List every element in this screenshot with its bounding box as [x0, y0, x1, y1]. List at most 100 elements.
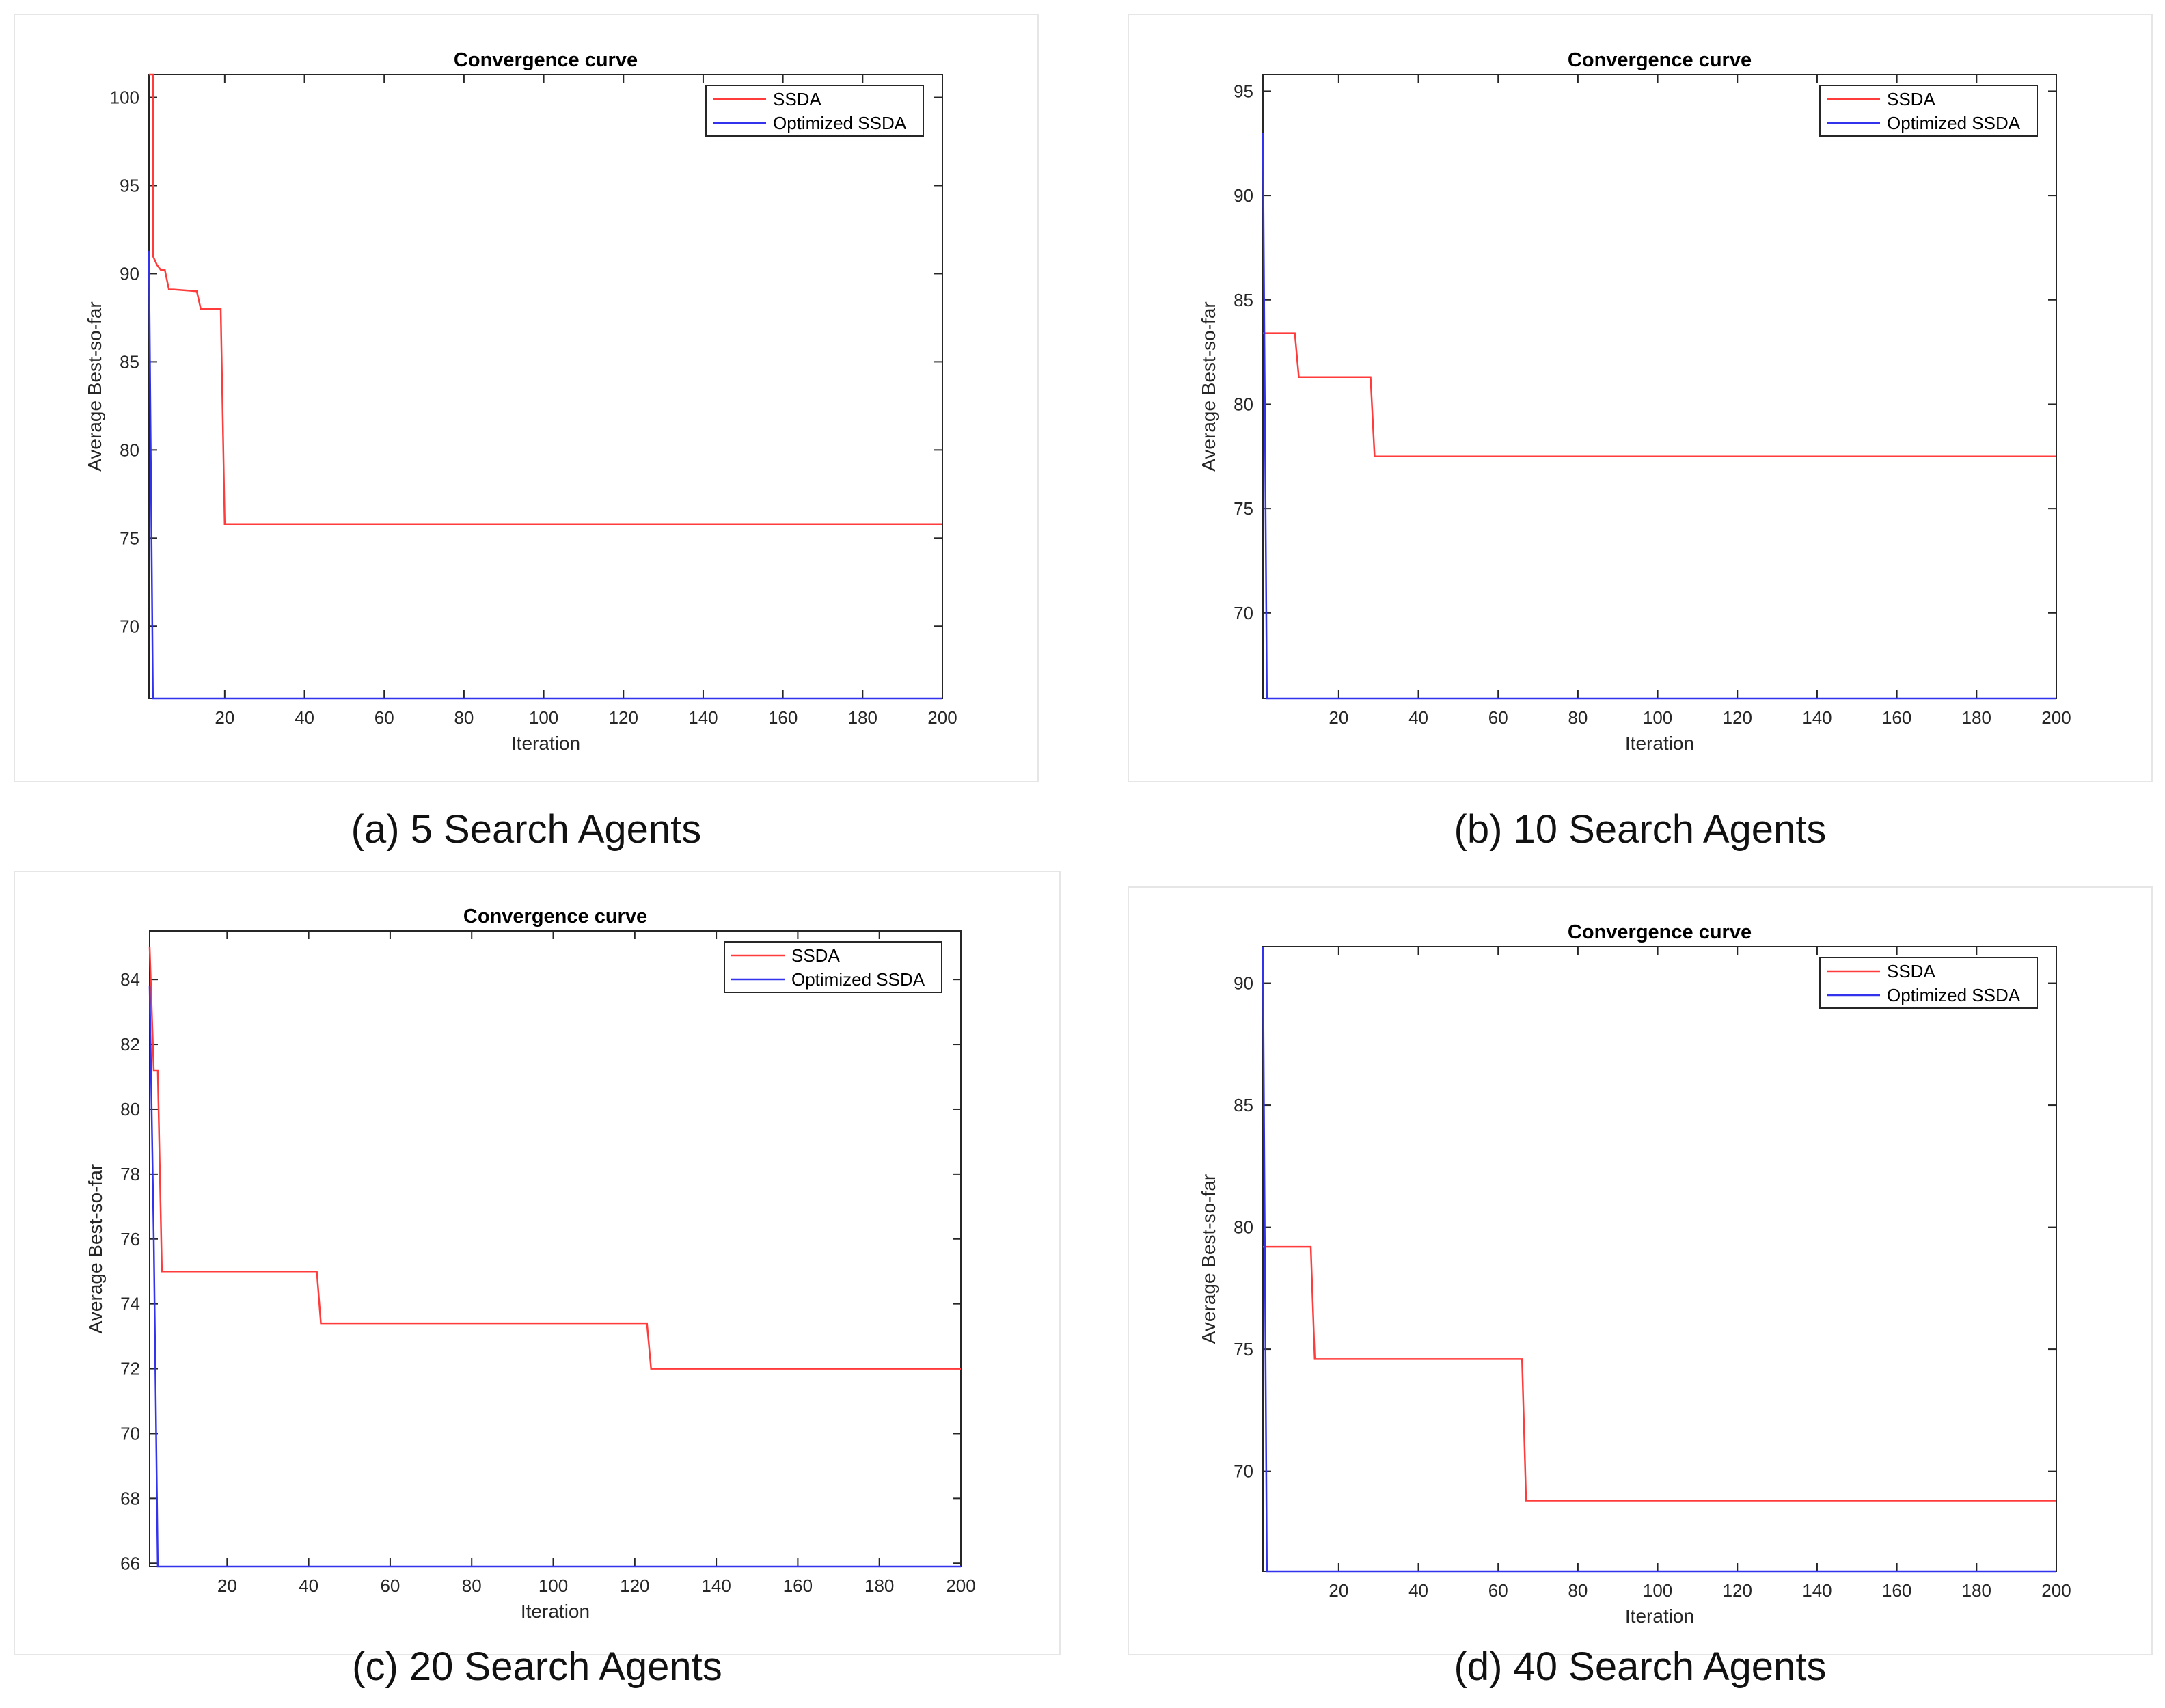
- x-tick-label: 80: [454, 707, 474, 728]
- caption-c: (c) 20 Search Agents: [352, 1644, 722, 1689]
- y-tick-label: 70: [1234, 1461, 1253, 1482]
- chart-title: Convergence curve: [1568, 921, 1752, 943]
- x-tick-label: 120: [1723, 707, 1752, 728]
- x-tick-label: 40: [1408, 707, 1428, 728]
- y-axis-label: Average Best-so-far: [84, 301, 105, 472]
- y-tick-label: 85: [120, 351, 139, 372]
- y-axis-label: Average Best-so-far: [1198, 301, 1219, 472]
- legend-label-optimized-ssda: Optimized SSDA: [1887, 113, 2021, 133]
- y-axis-label: Average Best-so-far: [85, 1164, 106, 1334]
- x-tick-label: 180: [1962, 707, 1991, 728]
- x-tick-label: 60: [1488, 1580, 1508, 1601]
- x-tick-label: 140: [701, 1575, 731, 1596]
- x-tick-label: 160: [1882, 1580, 1911, 1601]
- x-tick-label: 100: [539, 1575, 568, 1596]
- y-tick-label: 80: [1234, 1217, 1253, 1238]
- chart-svg-c: Convergence curve 20 40 60 80 100 120 140 160 180…: [85, 906, 976, 1622]
- x-tick-label: 60: [1488, 707, 1508, 728]
- legend-label-optimized-ssda: Optimized SSDA: [791, 969, 925, 990]
- x-tick-label: 120: [609, 707, 638, 728]
- x-tick-label: 100: [529, 707, 558, 728]
- x-tick-label: 120: [1723, 1580, 1752, 1601]
- y-tick-label: 80: [120, 439, 139, 460]
- x-tick-label: 100: [1643, 707, 1672, 728]
- x-tick-label: 160: [783, 1575, 813, 1596]
- x-tick-label: 20: [1329, 707, 1348, 728]
- series-line-optimized-ssda: [1262, 133, 2056, 700]
- y-tick-label: 76: [120, 1229, 140, 1249]
- x-tick-label: 200: [927, 707, 957, 728]
- x-tick-label: 120: [620, 1575, 649, 1596]
- x-tick-label: 20: [215, 707, 234, 728]
- plot-area: [149, 930, 962, 1567]
- x-tick-label: 100: [1643, 1580, 1672, 1601]
- x-tick-label: 40: [299, 1575, 318, 1596]
- x-tick-label: 160: [768, 707, 798, 728]
- caption-a: (a) 5 Search Agents: [351, 807, 702, 852]
- series-line-optimized-ssda: [148, 250, 942, 700]
- y-tick-label: 100: [110, 87, 139, 108]
- x-tick-label: 80: [1568, 1580, 1588, 1601]
- y-tick-label: 85: [1234, 290, 1253, 310]
- chart-svg-b: Convergence curve 20 40 60 80 100 120 140 160 180…: [1198, 49, 2071, 754]
- x-tick-label: 180: [864, 1575, 894, 1596]
- legend-label-ssda: SSDA: [773, 89, 821, 109]
- x-tick-label: 20: [217, 1575, 237, 1596]
- x-tick-label: 80: [462, 1575, 482, 1596]
- legend-label-optimized-ssda: Optimized SSDA: [773, 113, 907, 133]
- series-line-ssda: [1263, 1245, 2056, 1502]
- plot-area: [1262, 946, 2057, 1572]
- caption-b: (b) 10 Search Agents: [1454, 807, 1827, 852]
- legend-box: [1819, 85, 2038, 137]
- x-axis-label: Iteration: [1625, 733, 1694, 754]
- y-tick-label: 80: [1234, 394, 1253, 414]
- y-tick-label: 75: [1234, 498, 1253, 519]
- x-tick-label: 60: [380, 1575, 400, 1596]
- y-tick-label: 80: [120, 1099, 140, 1120]
- legend-box: [705, 85, 924, 137]
- x-tick-label: 140: [1802, 707, 1832, 728]
- legend-box: [724, 941, 942, 993]
- y-tick-label: 95: [1234, 81, 1253, 101]
- chart-panel-d: Convergence curve 20 40 60 80 100 120 140 160 180…: [1128, 886, 2153, 1655]
- y-tick-label: 70: [120, 616, 139, 636]
- y-tick-label: 90: [1234, 185, 1253, 206]
- y-tick-label: 70: [1234, 603, 1253, 623]
- y-tick-label: 75: [120, 528, 139, 548]
- y-tick-label: 74: [120, 1294, 140, 1314]
- legend-label-ssda: SSDA: [1887, 961, 1935, 981]
- x-tick-label: 140: [1802, 1580, 1832, 1601]
- chart-title: Convergence curve: [463, 906, 647, 927]
- series-line-ssda: [1263, 332, 2056, 458]
- x-tick-label: 200: [946, 1575, 975, 1596]
- y-tick-label: 78: [120, 1164, 140, 1184]
- legend-box: [1819, 957, 2038, 1009]
- x-tick-label: 200: [2041, 707, 2071, 728]
- chart-panel-b: Convergence curve 20 40 60 80 100 120 140 160 180…: [1128, 14, 2153, 782]
- y-tick-label: 72: [120, 1359, 140, 1379]
- chart-title: Convergence curve: [1568, 49, 1752, 71]
- series-line-ssda: [149, 73, 942, 525]
- plot-area: [1262, 74, 2057, 699]
- y-tick-label: 95: [120, 175, 139, 195]
- legend-label-ssda: SSDA: [791, 945, 840, 966]
- y-tick-label: 90: [120, 263, 139, 284]
- caption-d: (d) 40 Search Agents: [1454, 1644, 1827, 1689]
- chart-svg-d: Convergence curve 20 40 60 80 100 120 140 160 180…: [1198, 921, 2071, 1627]
- x-tick-label: 60: [375, 707, 394, 728]
- series-line-ssda: [148, 947, 961, 1370]
- y-tick-label: 82: [120, 1034, 140, 1055]
- x-tick-label: 180: [848, 707, 877, 728]
- y-tick-label: 70: [120, 1423, 140, 1443]
- y-tick-label: 85: [1234, 1095, 1253, 1115]
- y-axis-label: Average Best-so-far: [1198, 1174, 1219, 1344]
- legend-label-optimized-ssda: Optimized SSDA: [1887, 985, 2021, 1005]
- chart-panel-a: Convergence curve 20 40 60 80 100 120 140 160 180…: [14, 14, 1039, 782]
- x-axis-label: Iteration: [521, 1601, 590, 1622]
- x-tick-label: 160: [1882, 707, 1911, 728]
- legend-label-ssda: SSDA: [1887, 89, 1935, 109]
- plot-area: [148, 74, 943, 699]
- chart-title: Convergence curve: [454, 49, 638, 71]
- x-tick-label: 200: [2041, 1580, 2071, 1601]
- x-tick-label: 40: [1408, 1580, 1428, 1601]
